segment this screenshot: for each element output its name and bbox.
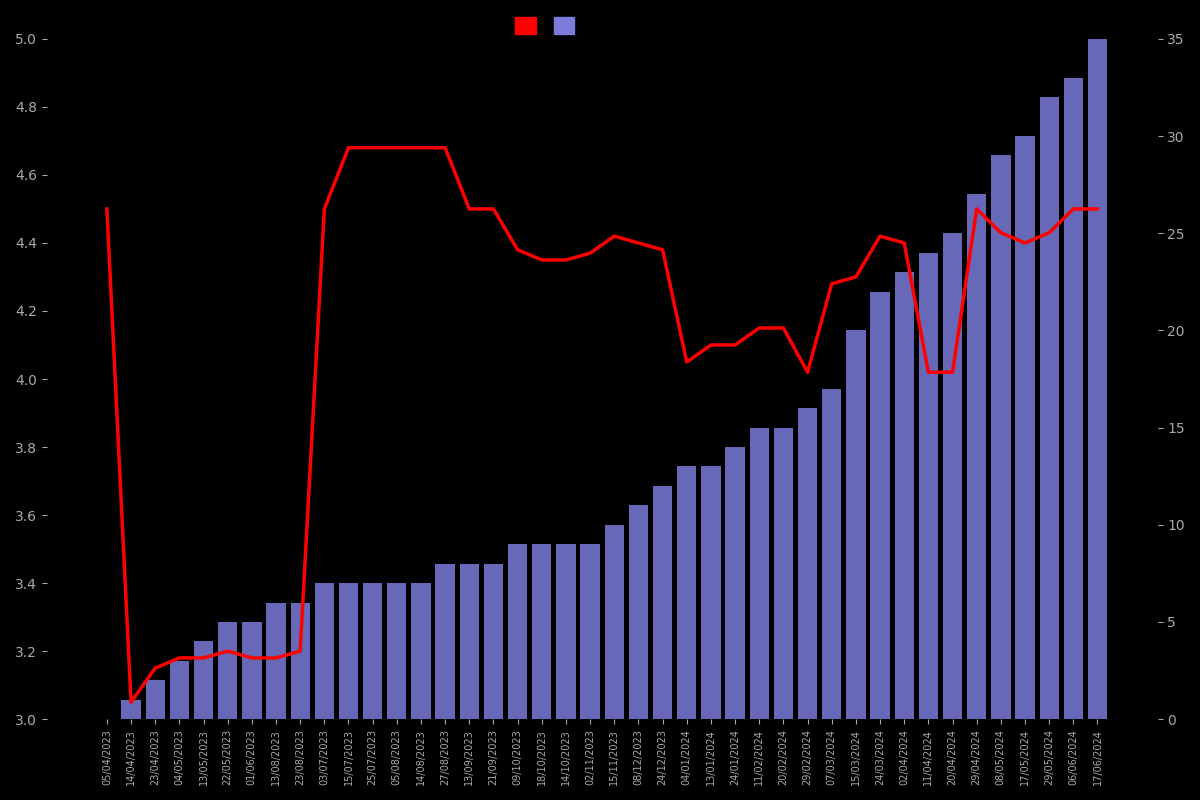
Bar [388, 583, 407, 719]
Bar [653, 486, 672, 719]
Bar [581, 544, 600, 719]
Bar [629, 506, 648, 719]
Bar [1015, 136, 1034, 719]
Bar [266, 602, 286, 719]
Bar [460, 564, 479, 719]
Bar [750, 427, 769, 719]
Bar [362, 583, 383, 719]
Bar [1088, 39, 1108, 719]
Bar [943, 234, 962, 719]
Bar [314, 583, 334, 719]
Bar [508, 544, 527, 719]
Bar [121, 700, 140, 719]
Bar [991, 155, 1010, 719]
Bar [338, 583, 358, 719]
Bar [677, 466, 696, 719]
Bar [194, 642, 214, 719]
Bar [774, 427, 793, 719]
Bar [412, 583, 431, 719]
Bar [557, 544, 576, 719]
Bar [846, 330, 865, 719]
Bar [242, 622, 262, 719]
Bar [870, 291, 889, 719]
Bar [967, 194, 986, 719]
Legend: , : , [509, 12, 584, 40]
Bar [1039, 97, 1058, 719]
Bar [726, 447, 745, 719]
Bar [145, 680, 164, 719]
Bar [919, 253, 938, 719]
Bar [218, 622, 238, 719]
Bar [436, 564, 455, 719]
Bar [701, 466, 720, 719]
Bar [169, 661, 190, 719]
Bar [532, 544, 552, 719]
Bar [484, 564, 503, 719]
Bar [894, 272, 914, 719]
Bar [1063, 78, 1082, 719]
Bar [798, 408, 817, 719]
Bar [605, 525, 624, 719]
Bar [822, 389, 841, 719]
Bar [290, 602, 310, 719]
